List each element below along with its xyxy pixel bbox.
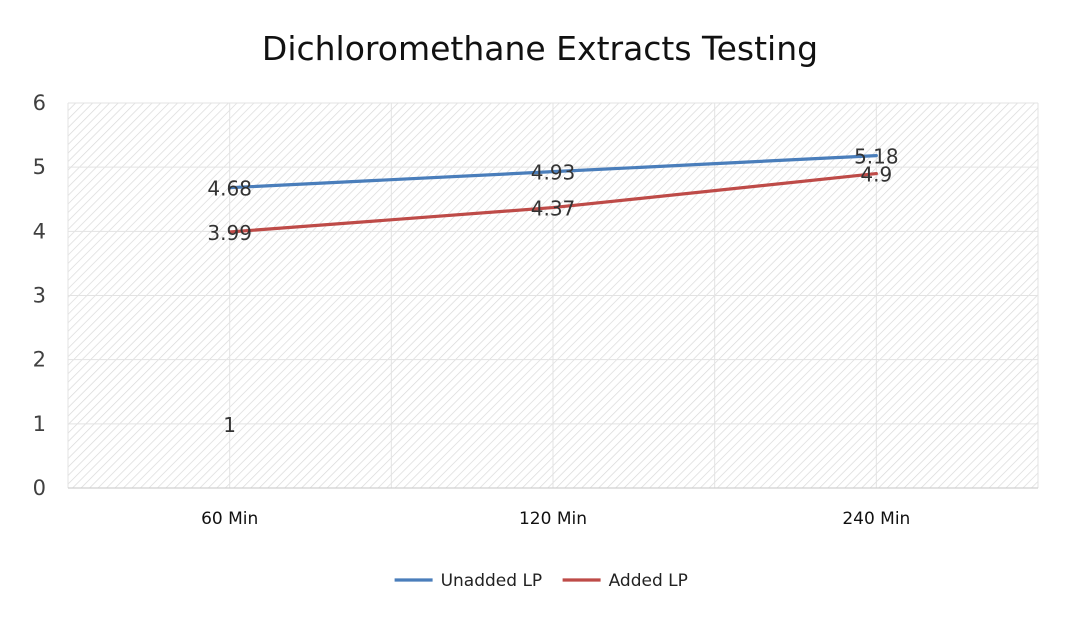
legend-label: Unadded LP [441, 571, 543, 591]
y-tick-label: 2 [33, 348, 46, 372]
y-tick-label: 6 [33, 91, 46, 115]
y-tick-label: 5 [33, 155, 46, 179]
series-line-1 [228, 154, 878, 190]
data-label: 4.93 [531, 161, 576, 185]
annotation-label: 1 [223, 413, 236, 437]
data-label: 5.18 [854, 145, 899, 169]
data-label: 4.9 [860, 163, 892, 187]
legend-item-1: Unadded LP [394, 571, 543, 591]
y-tick-label: 4 [33, 219, 46, 243]
legend: Unadded LP Added LP [394, 571, 688, 591]
data-label: 4.68 [207, 177, 252, 201]
data-label: 3.99 [207, 221, 252, 245]
y-tick-label: 3 [33, 284, 46, 308]
series-lines [228, 154, 878, 234]
x-tick-label: 60 Min [201, 509, 258, 529]
legend-label: Added LP [609, 571, 688, 591]
data-label: 4.37 [531, 197, 576, 221]
y-tick-label: 0 [33, 476, 46, 500]
chart-title: Dichloromethane Extracts Testing [262, 29, 818, 68]
data-labels: 4.68 4.93 5.18 3.99 4.37 4.9 1 [207, 145, 898, 437]
gridlines [67, 102, 1039, 488]
y-tick-label: 1 [33, 412, 46, 436]
x-tick-label: 120 Min [519, 509, 587, 529]
axes: 0 1 2 3 4 5 6 60 Min 120 Min 240 Min [33, 91, 1038, 529]
x-tick-label: 240 Min [842, 509, 910, 529]
series-line-2 [228, 171, 878, 234]
legend-item-2: Added LP [562, 571, 688, 591]
